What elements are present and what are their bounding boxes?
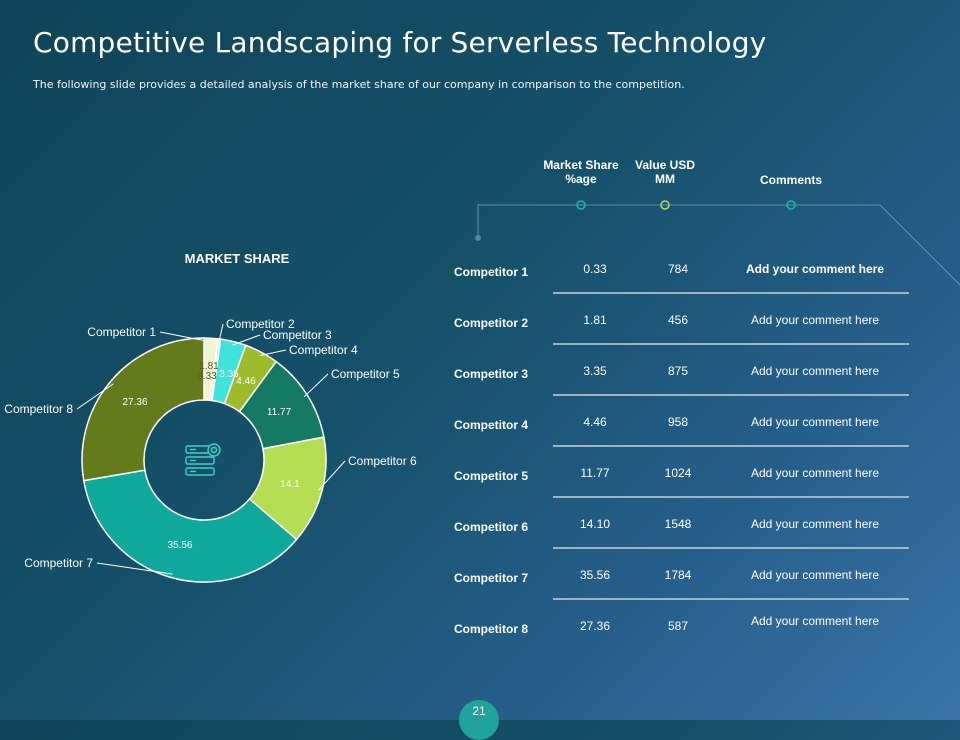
data-label-competitor-4: 4.46	[236, 376, 256, 387]
cell-comment-competitor-8: Add your comment here	[750, 614, 880, 628]
cell-comment-competitor-4: Add your comment here	[750, 415, 880, 429]
category-label-competitor-5: Competitor 5	[331, 367, 400, 381]
cell-share-competitor-7: 35.56	[579, 568, 611, 582]
cell-comment-competitor-7: Add your comment here	[750, 568, 880, 582]
row-label-competitor-8: Competitor 8	[454, 622, 529, 636]
row-label-competitor-5: Competitor 5	[454, 469, 529, 483]
leader-line-competitor-2	[218, 323, 224, 343]
category-label-competitor-7: Competitor 7	[24, 556, 93, 570]
cell-share-competitor-6: 14.10	[579, 517, 611, 531]
leader-line-competitor-6	[317, 460, 346, 491]
leader-line-competitor-8	[76, 383, 114, 410]
row-label-competitor-3: Competitor 3	[454, 367, 529, 381]
connector-node-comments	[786, 200, 796, 210]
leader-line-competitor-7	[96, 562, 173, 575]
category-label-competitor-4: Competitor 4	[289, 343, 358, 357]
leader-line-competitor-4	[259, 349, 287, 357]
data-label-competitor-3: 3.35	[219, 369, 239, 380]
header-market-share: Market Share %age	[543, 158, 619, 186]
page-number: 21	[472, 704, 486, 718]
cell-value-competitor-7: 1784	[664, 568, 692, 582]
row-divider	[553, 292, 909, 294]
cell-comment-competitor-3: Add your comment here	[750, 364, 880, 378]
leader-line-competitor-1	[159, 331, 211, 343]
cell-value-competitor-8: 587	[667, 619, 689, 633]
leader-line-competitor-3	[232, 334, 261, 346]
data-label-competitor-7: 35.56	[167, 540, 192, 551]
row-divider	[553, 496, 909, 498]
slide-subtitle: The following slide provides a detailed …	[33, 78, 685, 91]
data-label-competitor-1: 1.81	[199, 361, 219, 372]
category-label-competitor-1: Competitor 1	[87, 325, 156, 339]
row-label-competitor-4: Competitor 4	[454, 418, 529, 432]
row-label-competitor-7: Competitor 7	[454, 571, 529, 585]
cell-comment-competitor-2: Add your comment here	[750, 313, 880, 327]
category-label-competitor-8: Competitor 8	[4, 402, 73, 416]
slice-competitor-8	[81, 337, 205, 482]
data-label-competitor-6: 14.1	[280, 479, 300, 490]
header-connector-line	[477, 204, 960, 286]
data-label-competitor-8: 27.36	[122, 397, 147, 408]
cell-share-competitor-8: 27.36	[579, 619, 611, 633]
cell-value-competitor-2: 456	[667, 313, 689, 327]
cell-value-competitor-6: 1548	[664, 517, 692, 531]
cell-comment-competitor-1: Add your comment here	[745, 262, 885, 276]
cell-value-competitor-3: 875	[667, 364, 689, 378]
cell-share-competitor-1: 0.33	[583, 262, 607, 276]
cell-share-competitor-4: 4.46	[583, 415, 607, 429]
connector-node-value	[660, 200, 670, 210]
market-share-chart: MARKET SHARE 1.810.33 3.354.4611.7714.135…	[4, 200, 960, 583]
connector-dot	[475, 235, 481, 241]
row-divider	[553, 343, 909, 345]
header-value-usd: Value USD MM	[634, 158, 696, 186]
row-divider	[553, 445, 909, 447]
row-label-competitor-1: Competitor 1	[454, 265, 529, 279]
donut: 1.810.33 3.354.46 11.77 14.1 35.56 27.36	[81, 337, 327, 583]
cell-value-competitor-5: 1024	[664, 466, 692, 480]
category-label-competitor-6: Competitor 6	[348, 454, 417, 468]
cell-share-competitor-2: 1.81	[583, 313, 607, 327]
category-label-competitor-3: Competitor 3	[263, 328, 332, 342]
row-divider	[553, 547, 909, 549]
category-label-competitor-2: Competitor 2	[226, 317, 295, 331]
cell-value-competitor-1: 784	[667, 262, 689, 276]
data-label-competitor-5: 11.77	[267, 407, 292, 418]
row-label-competitor-2: Competitor 2	[454, 316, 529, 330]
cell-share-competitor-5: 11.77	[580, 466, 610, 480]
cell-comment-competitor-6: Add your comment here	[750, 517, 880, 531]
connector-node-share	[576, 200, 586, 210]
page-number-badge: 21	[459, 700, 499, 740]
leader-line-competitor-5	[303, 373, 329, 398]
cell-comment-competitor-5: Add your comment here	[750, 466, 880, 480]
slice-competitor-7	[82, 469, 298, 583]
row-label-competitor-6: Competitor 6	[454, 520, 529, 534]
header-comments: Comments	[759, 173, 822, 187]
cell-value-competitor-4: 958	[667, 415, 689, 429]
slide-title: Competitive Landscaping for Serverless T…	[33, 26, 767, 59]
data-label-competitor-2: 0.33	[197, 371, 217, 382]
row-divider	[553, 394, 909, 396]
row-divider	[553, 598, 909, 600]
chart-title: MARKET SHARE	[185, 251, 290, 266]
cell-share-competitor-3: 3.35	[583, 364, 607, 378]
server-gear-icon	[185, 443, 221, 476]
